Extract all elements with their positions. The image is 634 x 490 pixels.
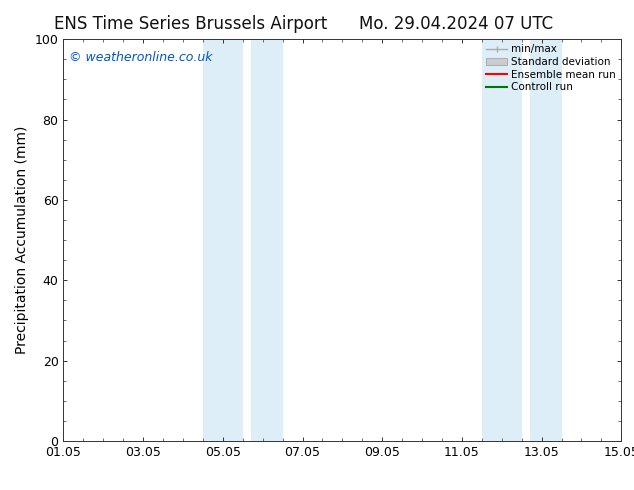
- Text: Mo. 29.04.2024 07 UTC: Mo. 29.04.2024 07 UTC: [359, 15, 553, 33]
- Bar: [203, 39, 243, 441]
- Bar: [529, 39, 562, 441]
- Y-axis label: Precipitation Accumulation (mm): Precipitation Accumulation (mm): [15, 126, 29, 354]
- Bar: [250, 39, 283, 441]
- Text: ENS Time Series Brussels Airport: ENS Time Series Brussels Airport: [54, 15, 327, 33]
- Bar: [482, 39, 522, 441]
- Legend: min/max, Standard deviation, Ensemble mean run, Controll run: min/max, Standard deviation, Ensemble me…: [486, 45, 616, 92]
- Text: © weatheronline.co.uk: © weatheronline.co.uk: [69, 51, 212, 64]
